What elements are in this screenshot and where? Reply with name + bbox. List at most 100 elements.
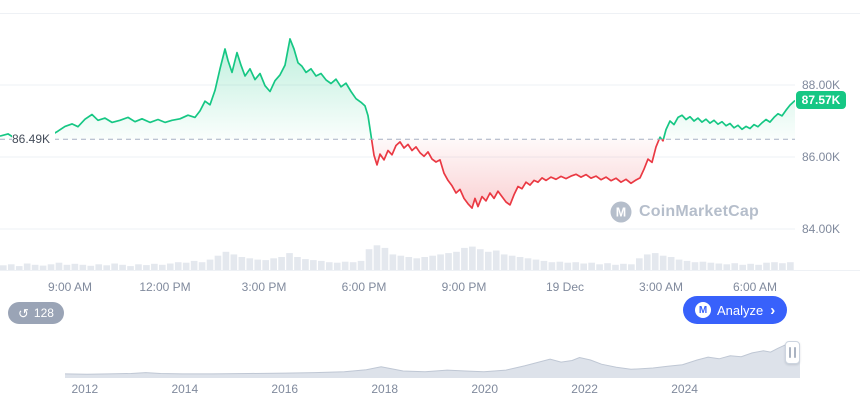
volume-bar [333,262,341,270]
volume-bar [294,257,301,270]
volume-bar [190,260,198,270]
svg-text:M: M [616,205,626,219]
volume-bar [318,260,325,270]
volume-bar [699,261,707,270]
volume-bar [349,262,357,270]
volume-bar [63,264,71,270]
volume-bar [445,253,452,270]
volume-bar [667,257,675,270]
coinmarketcap-logo-icon: M [610,201,632,223]
volume-bar [341,261,349,270]
volume-bar [691,262,699,270]
volume-bar [516,257,524,270]
volume-bar [500,254,508,270]
volume-bar [572,262,580,270]
volume-bar [675,259,683,270]
volume-bar [596,264,603,270]
handle-grip-bar [794,347,796,358]
volume-bar [278,257,285,270]
volume-bar [55,262,63,270]
volume-bar [71,263,79,270]
handle-grip-bar [789,347,791,358]
volume-bar [127,266,134,270]
volume-bar [238,257,246,270]
volume-bar [31,264,39,270]
volume-bar [166,263,174,270]
chart-bottom-border [0,270,860,271]
x-axis-label: 9:00 AM [47,280,93,294]
volume-bar [628,264,635,270]
volume-bar [357,260,365,270]
volume-bar [532,259,540,270]
volume-bar [254,259,262,270]
volume-bar [182,262,190,270]
volume-bar [651,253,659,270]
y-axis-label: 88.00K [802,77,841,92]
volume-bar [119,264,126,270]
x-axis-label: 3:00 PM [241,280,287,294]
nav-year-label: 2016 [271,382,299,396]
volume-bar [47,264,55,270]
nav-year-label: 2020 [471,382,499,396]
price-area-below-open [29,139,664,209]
price-chart[interactable] [0,13,795,270]
volume-bar [389,254,397,270]
nav-year-label: 2022 [571,382,598,396]
volume-bar [15,266,23,270]
open-price-label: 86.49K [12,131,56,148]
volume-bar [373,245,381,270]
navigator-resize-handle[interactable] [785,341,800,364]
volume-bar [214,255,222,270]
volume-bar [636,258,643,270]
y-axis-label: 84.00K [802,221,841,236]
nav-year-label: 2012 [71,382,99,396]
analyze-label: Analyze [717,302,764,318]
volume-bar [437,254,444,270]
coinmarketcap-watermark: M CoinMarketCap [610,201,759,223]
volume-bar [739,264,746,270]
volume-bar [524,258,532,270]
volume-bar [723,264,731,270]
price-line-green [0,38,795,140]
volume-bar [715,263,723,270]
volume-bar [302,259,309,270]
volume-bar [159,264,166,270]
nav-line [65,343,800,375]
volume-bar [111,263,118,270]
volume-bar [7,264,15,270]
watermark-text: CoinMarketCap [639,203,759,220]
volume-bar [707,262,715,270]
volume-bar [540,260,548,270]
nav-year-label: 2024 [671,382,698,396]
volume-bar [453,251,460,270]
y-axis-label: 86.00K [802,149,841,164]
price-line-red [27,139,665,209]
volume-bar [381,247,389,270]
volume-bar [763,262,770,270]
coinmarketcap-icon: M [695,302,711,318]
volume-bar [246,258,254,270]
volume-bar [310,260,317,270]
volume-bar [206,259,214,270]
nav-year-label: 2018 [371,382,399,396]
volume-bar [731,263,739,270]
volume-bar [469,246,476,270]
volume-bar [683,260,691,270]
x-axis-label: 12:00 PM [139,280,191,294]
analyze-button[interactable]: M Analyze › [683,296,788,324]
volume-bar [779,263,786,270]
volume-bar [0,265,7,270]
volume-bar [174,262,182,270]
chevron-right-icon: › [770,301,776,319]
volume-bar [747,263,754,270]
x-axis-label: 9:00 PM [441,280,487,294]
volume-bar [659,255,667,270]
history-count: 128 [33,306,54,320]
volume-bar [23,263,31,270]
volume-bar [787,262,794,270]
history-icon: ↺ [18,305,29,321]
history-count-badge[interactable]: ↺ 128 [8,302,64,324]
timeline-navigator[interactable] [65,330,800,378]
volume-bar [755,264,762,270]
